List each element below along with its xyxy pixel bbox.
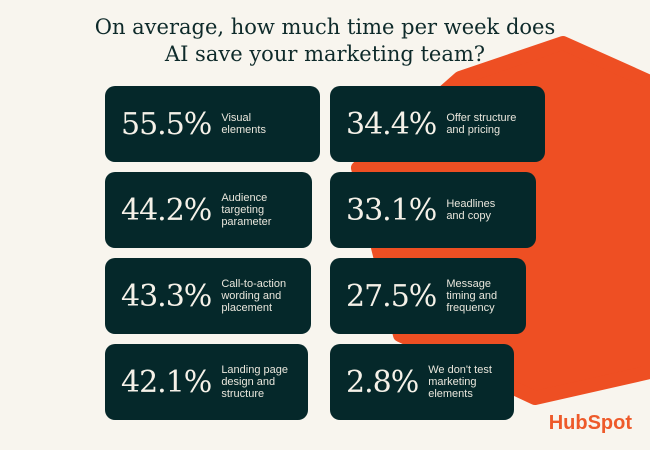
stat-value: 33.1% [346,192,437,228]
stat-label-line: placement [221,302,273,314]
stat-label-line: design and [221,376,276,388]
stat-card: 44.2% Audience targeting parameter [105,172,312,248]
stat-card: 27.5% Message timing and frequency [330,258,526,334]
stat-label: Headlines and copy [446,198,495,222]
stat-label-line: and pricing [446,124,501,136]
stat-label: Audience targeting parameter [221,192,271,228]
stat-label-line: Audience [221,192,268,204]
stat-label: We don't test marketing elements [428,364,492,400]
stat-card: 2.8% We don't test marketing elements [330,344,514,420]
page-title: On average, how much time per week does … [0,14,650,68]
stat-value: 43.3% [121,278,212,314]
stat-value: 34.4% [346,106,437,142]
hubspot-logo: HubSpot [548,412,632,434]
stat-label-line: and copy [446,210,491,222]
stat-label-line: targeting [221,204,265,216]
stat-label-line: Landing page [221,364,288,376]
stat-label-line: structure [221,388,265,400]
stat-card: 33.1% Headlines and copy [330,172,536,248]
stat-label: Landing page design and structure [221,364,288,400]
stat-label-line: Message [446,278,491,290]
stat-label-line: wording and [221,290,282,302]
stat-value: 42.1% [121,364,212,400]
stat-value: 44.2% [121,192,212,228]
stat-card: 43.3% Call-to-action wording and placement [105,258,311,334]
stat-card: 34.4% Offer structure and pricing [330,86,545,162]
stat-label-line: Call-to-action [221,278,287,290]
stat-label-line: parameter [221,216,272,228]
stat-label: Offer structure and pricing [446,112,516,136]
stat-value: 27.5% [346,278,437,314]
stat-label-line: frequency [446,302,495,314]
stat-value: 55.5% [121,106,212,142]
stat-label: Message timing and frequency [446,278,497,314]
stat-label-line: Offer structure [446,112,517,124]
stat-label-line: timing and [446,290,498,302]
stat-label: Call-to-action wording and placement [221,278,286,314]
stat-label-line: Headlines [446,198,496,210]
stat-label-line: elements [221,124,266,136]
title-line-2: AI save your marketing team? [164,42,486,66]
stat-label-line: We don't test [428,364,492,376]
stat-label-line: elements [428,388,473,400]
stat-value: 2.8% [346,364,419,400]
stat-label-line: marketing [428,376,477,388]
title-line-1: On average, how much time per week does [94,15,556,39]
stat-card: 42.1% Landing page design and structure [105,344,308,420]
stat-card: 55.5% Visual elements [105,86,320,162]
stat-label-line: Visual [221,112,252,124]
stat-label: Visual elements [221,112,266,136]
